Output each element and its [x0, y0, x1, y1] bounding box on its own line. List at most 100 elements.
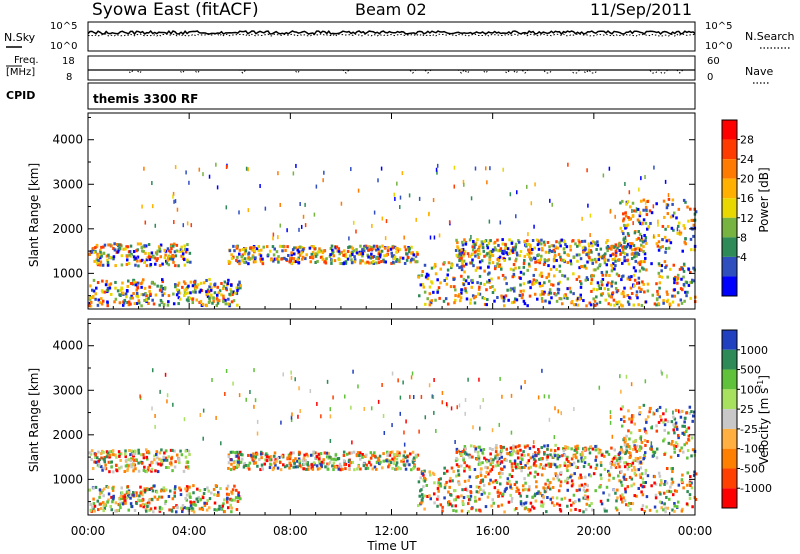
echo-cell [586, 488, 589, 492]
echo-cell [503, 489, 507, 493]
echo-cell [540, 504, 543, 508]
echo-cell [391, 423, 393, 428]
echo-cell [541, 456, 544, 460]
echo-cell [484, 239, 488, 243]
echo-cell [643, 509, 647, 513]
echo-cell [147, 501, 151, 505]
echo-cell [544, 463, 548, 467]
echo-cell [298, 459, 301, 463]
echo-cell [565, 245, 569, 249]
echo-cell [572, 461, 576, 465]
scale-tick-label: -25 [740, 423, 758, 436]
echo-cell [662, 199, 666, 203]
echo-cell [291, 248, 295, 252]
echo-cell [303, 462, 306, 466]
echo-cell [137, 264, 140, 268]
echo-cell [678, 267, 682, 271]
echo-cell [470, 261, 474, 265]
echo-cell [244, 463, 248, 467]
echo-cell [361, 248, 364, 252]
echo-cell [603, 467, 607, 471]
echo-cell [491, 498, 495, 502]
echo-cell [623, 255, 626, 259]
echo-cell [437, 489, 440, 493]
echo-cell [186, 243, 189, 247]
echo-cell [342, 450, 346, 454]
echo-cell [324, 465, 327, 469]
echo-cell [660, 369, 662, 374]
echo-cell [634, 447, 637, 451]
echo-cell [524, 501, 527, 505]
echo-cell [254, 455, 258, 459]
echo-cell [592, 297, 595, 301]
echo-cell [540, 446, 543, 450]
echo-cell [246, 466, 250, 470]
echo-cell [471, 245, 474, 249]
echo-cell [660, 506, 663, 510]
echo-cell [557, 409, 560, 414]
echo-cell [624, 487, 627, 491]
echo-cell [319, 255, 323, 259]
echo-cell [537, 447, 540, 451]
echo-cell [632, 440, 635, 444]
echo-cell [372, 260, 375, 264]
echo-cell [465, 262, 468, 266]
echo-cell [174, 254, 178, 258]
echo-cell [652, 411, 655, 416]
echo-cell [160, 448, 163, 452]
echo-cell [585, 266, 588, 270]
echo-cell [529, 257, 533, 261]
echo-cell [206, 295, 210, 299]
echo-cell [633, 494, 636, 498]
echo-cell [558, 280, 561, 284]
echo-cell [558, 269, 562, 273]
echo-cell [551, 496, 555, 500]
echo-cell [667, 441, 671, 445]
echo-cell [636, 207, 640, 211]
echo-cell [186, 260, 189, 264]
echo-cell [326, 467, 330, 471]
color-bin [722, 428, 737, 449]
echo-cell [222, 502, 225, 506]
echo-cell [460, 453, 463, 457]
echo-cell [549, 291, 553, 295]
echo-cell [528, 242, 531, 246]
echo-cell [137, 301, 141, 305]
echo-cell [496, 489, 500, 493]
echo-cell [426, 277, 429, 281]
echo-cell [428, 494, 431, 498]
echo-cell [683, 226, 687, 230]
cpid-label: CPID [6, 89, 35, 102]
echo-cell [638, 428, 641, 432]
echo-cell [671, 467, 674, 471]
echo-cell [533, 451, 537, 455]
echo-cell [637, 448, 641, 452]
echo-cell [174, 165, 177, 170]
echo-cell [99, 260, 103, 264]
echo-cell [667, 246, 671, 250]
echo-cell [175, 510, 178, 514]
echo-cell [435, 428, 437, 433]
echo-cell [619, 448, 623, 452]
echo-cell [493, 246, 497, 250]
echo-cell [665, 206, 669, 210]
echo-cell [390, 251, 393, 255]
echo-cell [553, 255, 556, 259]
echo-cell [377, 252, 381, 256]
echo-cell [518, 254, 522, 258]
echo-cell [477, 485, 481, 489]
echo-cell [129, 502, 133, 506]
echo-cell [673, 504, 676, 508]
echo-cell [195, 497, 199, 501]
echo-cell [609, 415, 612, 420]
echo-cell [674, 421, 678, 425]
echo-cell [470, 507, 473, 511]
echo-cell [97, 298, 101, 302]
echo-cell [533, 475, 536, 479]
echo-cell [692, 266, 695, 270]
echo-cell [224, 391, 226, 396]
echo-cell [334, 465, 338, 469]
echo-cell [99, 256, 102, 260]
echo-cell [504, 245, 508, 249]
